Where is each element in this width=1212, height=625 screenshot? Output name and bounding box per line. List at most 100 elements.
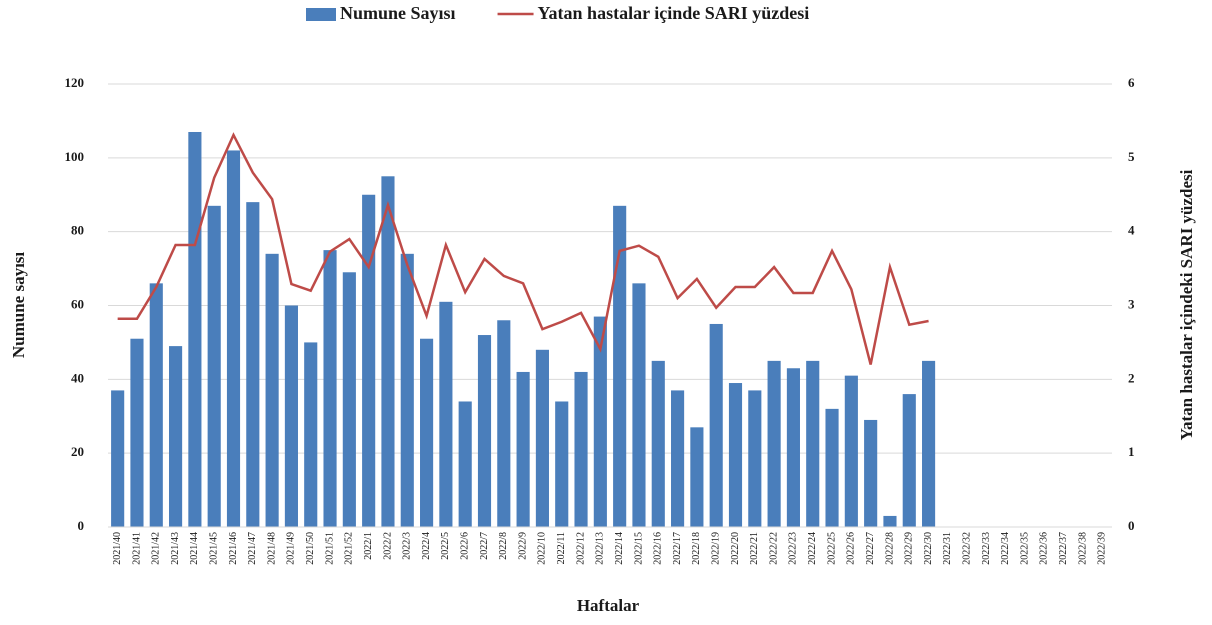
y-tick-label: 120: [65, 75, 85, 90]
x-tick-label: 2021/50: [305, 532, 316, 565]
x-tick-label: 2022/4: [421, 532, 432, 560]
bar: [786, 368, 800, 527]
x-tick-label: 2022/29: [904, 532, 915, 565]
y2-axis-title: Yatan hastalar içindeki SARI yüzdesi: [1177, 169, 1196, 440]
bar: [632, 283, 646, 527]
bar: [458, 401, 472, 527]
x-tick-label: 2022/14: [614, 532, 625, 565]
bar: [477, 335, 492, 527]
x-tick-label: 2022/6: [459, 532, 470, 560]
bar: [844, 375, 858, 527]
x-tick-label: 2021/45: [208, 532, 219, 565]
x-tick-label: 2021/48: [266, 532, 277, 565]
x-tick-label: 2022/9: [517, 532, 528, 560]
x-tick-label: 2022/11: [556, 532, 567, 564]
y-tick-label: 20: [71, 444, 84, 459]
x-tick-label: 2022/24: [807, 532, 818, 565]
x-tick-label: 2021/44: [189, 532, 200, 565]
bar: [130, 338, 144, 527]
bar: [671, 390, 685, 527]
x-tick-label: 2022/39: [1097, 532, 1108, 565]
bar: [304, 342, 318, 527]
x-tick-label: 2022/31: [942, 532, 953, 565]
x-tick-label: 2021/52: [344, 532, 355, 565]
bar: [825, 408, 839, 527]
bar: [651, 360, 665, 527]
bar: [342, 272, 356, 527]
x-tick-label: 2022/18: [691, 532, 702, 565]
x-tick-label: 2022/7: [479, 532, 490, 560]
y-tick-label: 40: [71, 370, 84, 385]
x-tick-label: 2022/10: [537, 532, 548, 565]
x-tick-label: 2022/26: [846, 532, 857, 565]
x-tick-label: 2022/37: [1058, 532, 1069, 565]
x-tick-label: 2021/43: [170, 532, 181, 565]
x-tick-label: 2022/22: [768, 532, 779, 565]
bar: [516, 371, 530, 527]
bar: [207, 205, 221, 527]
x-tick-label: 2022/23: [788, 532, 799, 565]
bar: [111, 390, 125, 527]
bar: [883, 515, 897, 527]
legend-label: Yatan hastalar içinde SARI yüzdesi: [538, 3, 810, 23]
bar: [246, 202, 260, 527]
x-tick-label: 2022/15: [633, 532, 644, 565]
y-tick-label: 100: [65, 149, 85, 164]
bar: [226, 150, 241, 527]
x-tick-label: 2022/20: [730, 532, 741, 565]
x-tick-label: 2021/40: [112, 532, 123, 565]
bar: [806, 360, 820, 527]
x-tick-label: 2022/19: [710, 532, 721, 565]
x-tick-label: 2022/21: [749, 532, 760, 565]
bar: [574, 371, 588, 527]
bar: [188, 131, 202, 527]
bar: [284, 305, 298, 527]
x-tick-label: 2021/42: [151, 532, 162, 565]
bar: [362, 194, 376, 527]
bar: [690, 427, 704, 527]
bar: [265, 253, 279, 528]
bar: [613, 205, 627, 527]
bar: [323, 250, 337, 527]
y2-tick-label: 3: [1128, 296, 1135, 311]
x-tick-label: 2022/25: [826, 532, 837, 565]
x-tick-label: 2022/35: [1019, 532, 1030, 565]
bar: [728, 383, 743, 527]
x-tick-label: 2022/33: [981, 532, 992, 565]
bar: [864, 419, 878, 527]
x-tick-label: 2022/5: [440, 532, 451, 560]
bar: [555, 401, 569, 527]
x-tick-label: 2022/3: [402, 532, 413, 560]
x-tick-label: 2022/12: [575, 532, 586, 565]
line: [117, 132, 929, 365]
x-tick-label: 2022/27: [865, 532, 876, 565]
x-tick-label: 2021/51: [324, 532, 335, 565]
bar: [420, 338, 434, 527]
bar: [709, 323, 723, 527]
x-tick-label: 2022/13: [595, 532, 606, 565]
bar: [497, 320, 511, 527]
x-tick-label: 2022/28: [884, 532, 895, 565]
bar: [149, 283, 163, 527]
bar: [169, 346, 183, 527]
y-tick-label: 80: [71, 223, 84, 238]
bar: [381, 176, 395, 527]
x-tick-label: 2022/16: [653, 532, 664, 565]
x-tick-label: 2021/47: [247, 532, 258, 565]
x-tick-label: 2022/36: [1039, 532, 1050, 565]
x-tick-label: 2022/32: [961, 532, 972, 565]
x-tick-label: 2022/34: [1000, 532, 1011, 565]
y2-tick-label: 1: [1128, 444, 1135, 459]
y2-tick-label: 2: [1128, 370, 1135, 385]
y2-tick-label: 0: [1128, 518, 1135, 533]
x-tick-label: 2022/17: [672, 532, 683, 565]
bar: [902, 394, 916, 527]
bar: [767, 360, 781, 527]
legend-label: Numune Sayısı: [340, 3, 456, 23]
x-axis-title: Haftalar: [577, 596, 640, 615]
x-tick-label: 2021/49: [286, 532, 297, 565]
bar: [535, 349, 549, 527]
x-tick-label: 2022/30: [923, 532, 934, 565]
bar: [400, 253, 414, 528]
